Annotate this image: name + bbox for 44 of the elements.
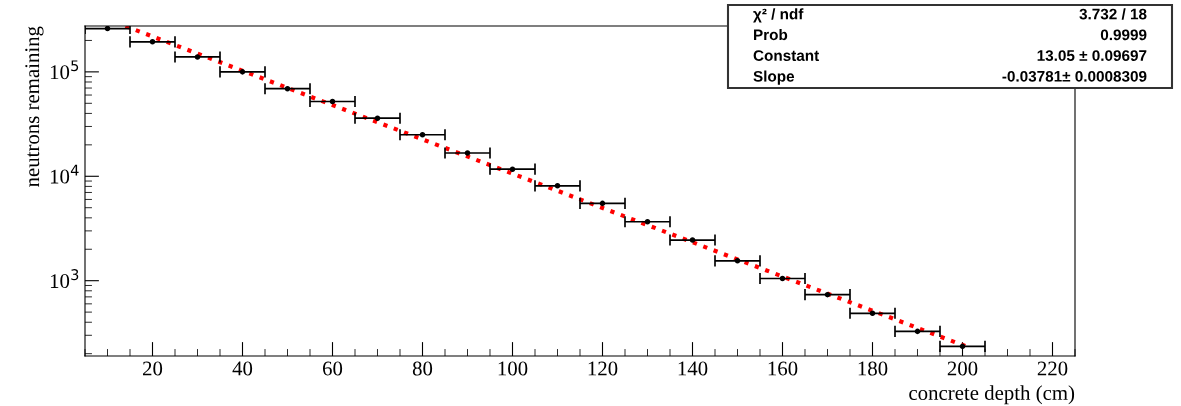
annotation: 13.05 ± 0.09697 (1037, 50, 1147, 61)
point (104, 26, 111, 32)
annotation: Constant (753, 50, 820, 61)
y-tick-label: 10$^{4}$ (50, 164, 79, 184)
point (554, 183, 561, 189)
point (329, 98, 336, 105)
y-tick-label: 10$^{5}$ (50, 60, 79, 80)
text: χ² / ndf (753, 8, 804, 23)
x-tick-label: 200 (947, 361, 978, 376)
point (914, 328, 921, 335)
x-tick-label: 20 (143, 361, 163, 376)
point (824, 291, 831, 298)
point (284, 85, 291, 92)
annotation: Slope (753, 70, 795, 85)
x-tick-label: 100 (498, 361, 528, 376)
x-tick-label: 220 (1037, 361, 1068, 376)
x-tick-label: 140 (678, 361, 708, 376)
point (734, 258, 741, 264)
x-tick-label: 80 (412, 361, 433, 376)
point (509, 166, 516, 172)
point (194, 54, 201, 60)
point (419, 131, 426, 138)
y-axis-title: neutrons remaining (25, 26, 44, 187)
annotation: -0.03781± 0.0008309 (1002, 70, 1147, 82)
point (779, 275, 786, 282)
point (644, 218, 651, 225)
text: 0.9999 (1100, 29, 1147, 41)
x-tick-label: 120 (588, 361, 618, 376)
point (689, 237, 696, 243)
point (149, 39, 156, 45)
point (464, 150, 471, 156)
point (869, 310, 876, 317)
text: 3.732 / 18 (1079, 8, 1147, 20)
x-tick-label: 40 (232, 361, 253, 376)
point (959, 343, 966, 350)
point (374, 115, 381, 121)
point (599, 200, 606, 207)
x-tick-label: 180 (858, 361, 888, 376)
point (239, 69, 246, 75)
x-tick-label: 160 (768, 361, 798, 376)
annotation: Prob (754, 29, 788, 41)
y-tick-label: 10$^{3}$ (50, 269, 79, 289)
x-axis-title: concrete depth (cm) (909, 385, 1075, 405)
x-tick-label: 60 (322, 361, 343, 376)
